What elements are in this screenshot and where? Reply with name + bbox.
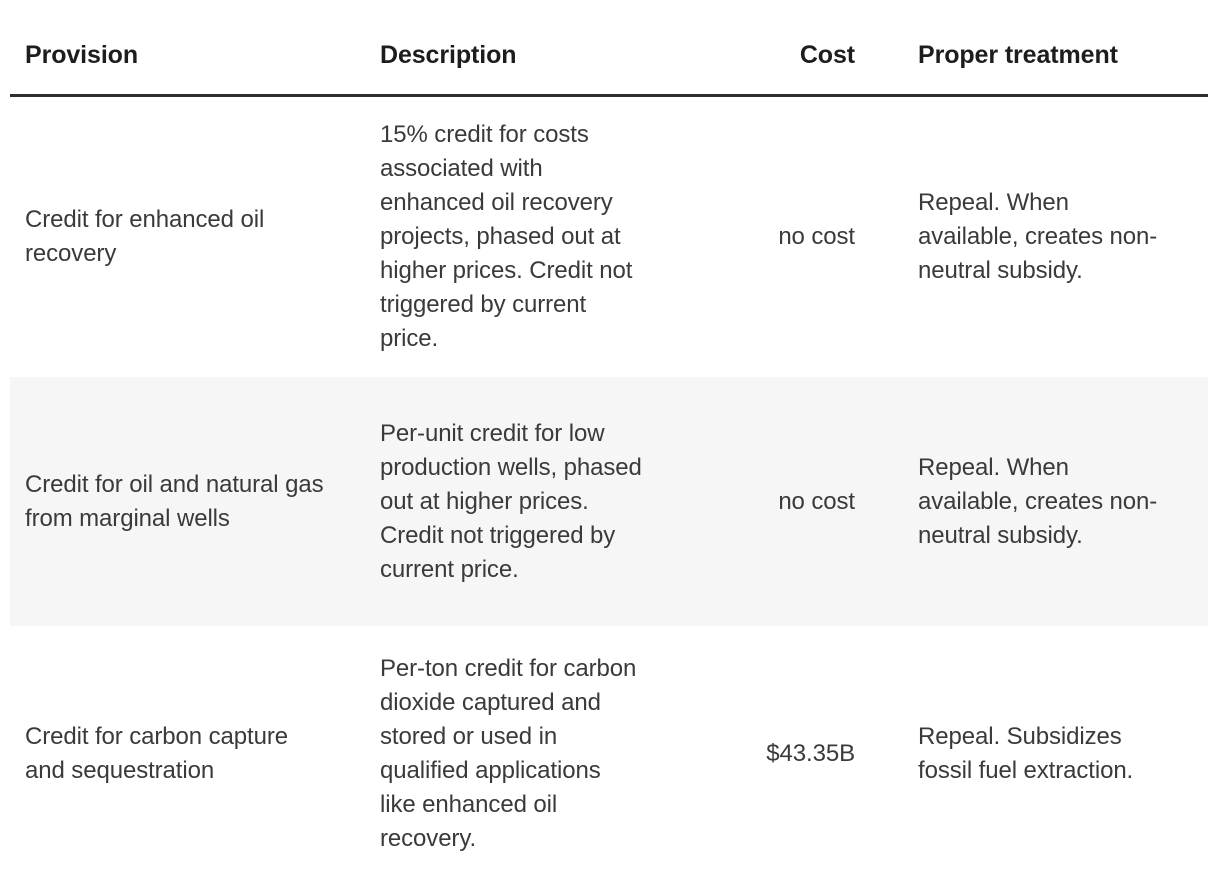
cell-description: Per-unit credit for low production wells… (380, 377, 660, 626)
cell-provision: Credit for enhanced oil recovery (25, 206, 265, 267)
provisions-data-table: Provision Description Cost Proper treatm… (10, 0, 1208, 881)
cell-cost: no cost (660, 377, 855, 626)
cell-cost: $43.35B (766, 739, 855, 767)
cell-cost: no cost (778, 223, 855, 250)
tax-provisions-table: Provision Description Cost Proper treatm… (10, 0, 1208, 881)
column-header-provision: Provision (25, 41, 139, 69)
cell-proper-treatment: Repeal. When available, creates non-neut… (918, 189, 1158, 284)
cell-proper-treatment: Repeal. Subsidizes fossil fuel extractio… (918, 722, 1134, 784)
column-header-cost: Cost (799, 41, 855, 69)
table-row: Credit for oil and natural gas from marg… (10, 377, 1208, 626)
cell-description: Per-ton credit for carbon dioxide captur… (380, 654, 637, 852)
table-row: Credit for enhanced oil recovery 15% cre… (10, 96, 1208, 378)
cell-description: 15% credit for costs associated with enh… (380, 121, 633, 352)
column-header-description: Description (380, 41, 517, 69)
cell-provision: Credit for carbon capture and sequestrat… (25, 722, 288, 784)
cell-provision: Credit for oil and natural gas from marg… (10, 377, 380, 626)
table-header-row: Provision Description Cost Proper treatm… (10, 0, 1208, 96)
cell-proper-treatment: Repeal. When available, creates non-neut… (855, 377, 1208, 626)
table-row: Credit for carbon capture and sequestrat… (10, 626, 1208, 881)
column-header-proper-treatment: Proper treatment (918, 41, 1118, 69)
